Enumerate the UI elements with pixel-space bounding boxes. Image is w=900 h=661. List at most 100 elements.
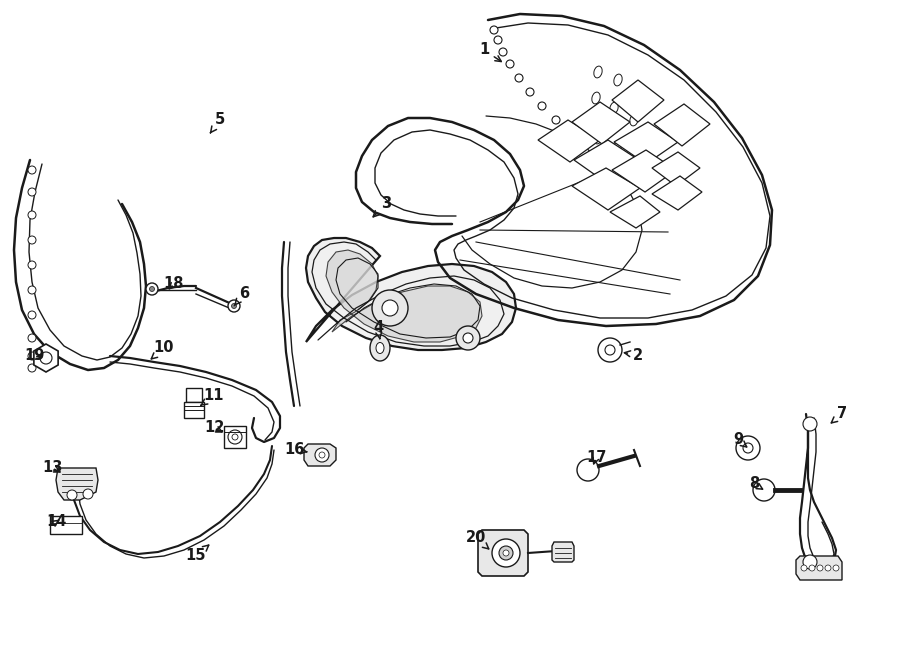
Ellipse shape [613, 142, 621, 154]
Circle shape [538, 102, 546, 110]
Circle shape [515, 74, 523, 82]
Bar [184, 402, 204, 418]
Ellipse shape [370, 335, 390, 361]
Circle shape [803, 555, 817, 569]
Text: 9: 9 [733, 432, 747, 447]
Text: 17: 17 [586, 451, 607, 465]
Ellipse shape [576, 124, 584, 136]
Circle shape [499, 546, 513, 560]
Circle shape [494, 36, 502, 44]
Polygon shape [572, 168, 640, 210]
Text: 15: 15 [185, 545, 209, 563]
Circle shape [28, 236, 36, 244]
Circle shape [228, 430, 242, 444]
Circle shape [580, 140, 588, 148]
Circle shape [463, 333, 473, 343]
Text: 3: 3 [374, 196, 392, 217]
Circle shape [743, 443, 753, 453]
Circle shape [228, 300, 240, 312]
Circle shape [499, 48, 507, 56]
Circle shape [492, 539, 520, 567]
Circle shape [833, 565, 839, 571]
Circle shape [801, 565, 807, 571]
Circle shape [28, 166, 36, 174]
Polygon shape [652, 176, 702, 210]
Circle shape [40, 352, 52, 364]
Text: 2: 2 [625, 348, 643, 362]
Bar [224, 426, 246, 448]
Circle shape [67, 490, 77, 500]
Circle shape [28, 311, 36, 319]
Polygon shape [552, 542, 574, 562]
Ellipse shape [594, 132, 602, 144]
Text: 18: 18 [164, 276, 184, 292]
Text: 1: 1 [479, 42, 501, 61]
Ellipse shape [614, 74, 622, 86]
Polygon shape [326, 250, 482, 342]
Circle shape [577, 459, 599, 481]
Circle shape [28, 364, 36, 372]
Ellipse shape [594, 66, 602, 78]
Text: 16: 16 [284, 442, 307, 457]
Circle shape [66, 480, 78, 492]
Circle shape [803, 417, 817, 431]
Text: 8: 8 [749, 477, 762, 492]
Circle shape [28, 334, 36, 342]
Text: 19: 19 [23, 348, 44, 364]
Circle shape [28, 211, 36, 219]
Circle shape [817, 565, 823, 571]
Circle shape [319, 452, 325, 458]
Polygon shape [478, 530, 528, 576]
Polygon shape [304, 444, 336, 466]
Circle shape [232, 434, 238, 440]
Text: 7: 7 [832, 407, 847, 423]
Ellipse shape [592, 92, 600, 104]
Ellipse shape [376, 342, 384, 354]
Text: 13: 13 [41, 461, 62, 475]
Circle shape [146, 283, 158, 295]
Ellipse shape [630, 114, 638, 126]
Circle shape [490, 26, 498, 34]
Text: 6: 6 [234, 286, 249, 305]
Circle shape [753, 479, 775, 501]
Circle shape [605, 345, 615, 355]
Circle shape [598, 338, 622, 362]
Circle shape [503, 550, 509, 556]
Polygon shape [796, 556, 842, 580]
Text: 20: 20 [466, 531, 489, 549]
Circle shape [315, 448, 329, 462]
Polygon shape [652, 152, 700, 186]
Circle shape [28, 352, 36, 360]
Polygon shape [614, 122, 678, 164]
Circle shape [566, 128, 574, 136]
Polygon shape [654, 104, 710, 146]
Polygon shape [612, 80, 664, 122]
Circle shape [526, 88, 534, 96]
Circle shape [736, 436, 760, 460]
Polygon shape [56, 468, 98, 500]
Circle shape [231, 303, 237, 309]
Circle shape [825, 565, 831, 571]
Text: 14: 14 [46, 514, 67, 529]
Polygon shape [610, 196, 660, 228]
Polygon shape [538, 120, 600, 162]
Text: 10: 10 [151, 340, 175, 359]
Circle shape [809, 565, 815, 571]
Circle shape [83, 489, 93, 499]
Ellipse shape [632, 152, 640, 164]
Ellipse shape [634, 84, 643, 96]
Bar [50, 516, 82, 534]
Circle shape [382, 300, 398, 316]
Circle shape [456, 326, 480, 350]
Text: 5: 5 [211, 112, 225, 133]
Bar [186, 388, 202, 402]
Circle shape [28, 188, 36, 196]
Polygon shape [572, 102, 630, 144]
Ellipse shape [610, 102, 618, 114]
Circle shape [552, 116, 560, 124]
Text: 4: 4 [373, 321, 383, 338]
Circle shape [506, 60, 514, 68]
Text: 11: 11 [201, 389, 224, 405]
Circle shape [28, 261, 36, 269]
Circle shape [149, 286, 155, 292]
